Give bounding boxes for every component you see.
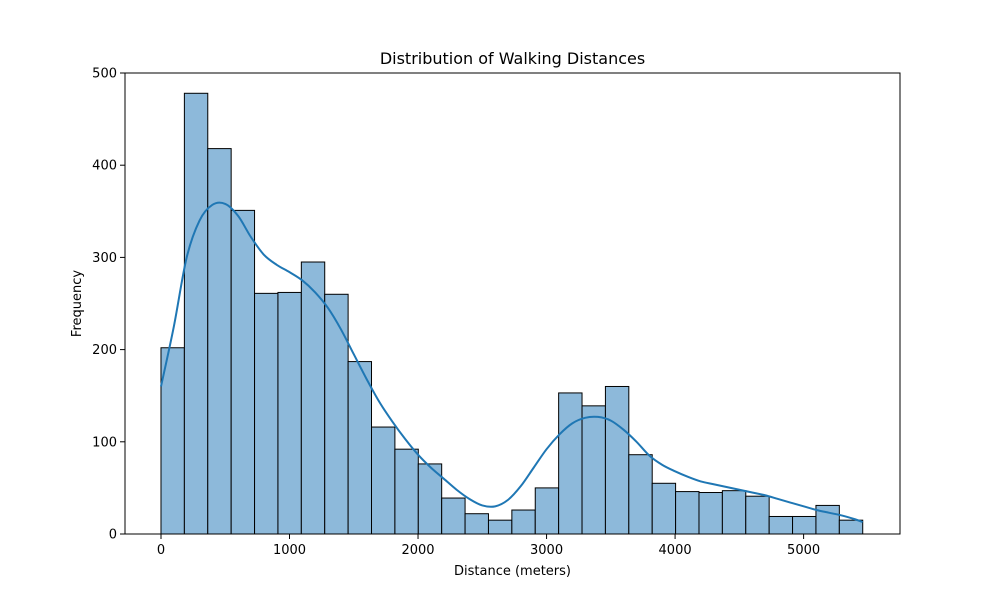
histogram-bar	[254, 292, 279, 535]
histogram-bar	[441, 497, 466, 535]
x-axis-ticks: 0 1000 2000 3000 4000 5000	[157, 534, 820, 558]
x-tick-label: 3000	[530, 543, 563, 558]
x-axis-label: Distance (meters)	[454, 564, 571, 579]
histogram-bar	[721, 490, 747, 535]
histogram-bar	[277, 291, 302, 535]
histogram-bar	[511, 509, 536, 535]
y-tick-label: 300	[92, 251, 117, 266]
histogram-bar	[300, 261, 326, 535]
histogram-bar	[534, 487, 560, 535]
x-tick-label: 0	[157, 543, 165, 558]
histogram-bar	[464, 513, 489, 535]
histogram-bar	[324, 293, 349, 535]
histogram-bar	[558, 392, 583, 535]
x-tick-label: 2000	[401, 543, 434, 558]
histogram-bar	[230, 209, 256, 535]
histogram-bar	[768, 515, 794, 535]
x-tick-label: 4000	[659, 543, 692, 558]
y-axis-ticks: 0 100 200 300 400 500	[92, 67, 125, 543]
y-tick-label: 200	[92, 343, 117, 358]
y-tick-label: 500	[92, 67, 117, 82]
histogram-bar	[792, 515, 817, 535]
histogram-bar	[371, 426, 396, 535]
y-tick-label: 100	[92, 435, 117, 450]
plot-area-frame	[124, 72, 901, 535]
histogram-bar	[628, 454, 653, 535]
histogram-bar	[347, 361, 373, 535]
histogram-bar	[183, 92, 209, 535]
histogram-bar	[604, 385, 630, 535]
histogram-bar	[651, 482, 677, 535]
x-tick-label: 1000	[273, 543, 306, 558]
histogram-bar	[838, 519, 864, 535]
histogram-bar	[394, 448, 419, 535]
histogram-bar	[745, 495, 770, 535]
histogram-bar	[487, 519, 513, 535]
histogram-bar	[160, 347, 185, 535]
y-tick-label: 400	[92, 159, 117, 174]
histogram-bar	[675, 491, 700, 535]
chart-title: Distribution of Walking Distances	[380, 49, 645, 68]
histogram-bars	[160, 92, 864, 535]
x-tick-label: 5000	[787, 543, 820, 558]
histogram-bar	[698, 492, 723, 535]
kde-curve	[160, 201, 864, 523]
y-axis-label: Frequency	[70, 270, 85, 337]
histogram-bar	[581, 405, 606, 535]
y-tick-label: 0	[109, 528, 117, 543]
